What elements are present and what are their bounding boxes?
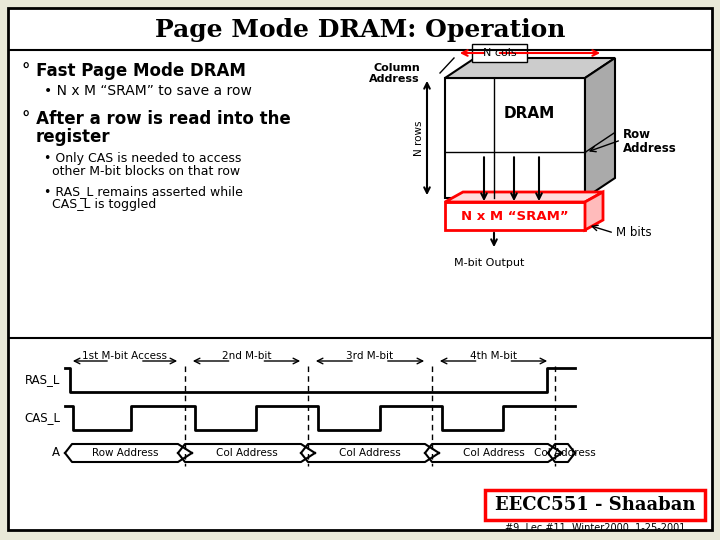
Text: Row: Row: [623, 129, 651, 141]
Text: Address: Address: [623, 141, 677, 154]
Text: N x M “SRAM”: N x M “SRAM”: [462, 210, 569, 222]
Polygon shape: [445, 78, 585, 198]
Text: register: register: [36, 128, 111, 146]
Bar: [485, 490, 705, 520]
Text: Col Address: Col Address: [215, 448, 277, 458]
Bar: [445, 202, 585, 230]
Text: CAS_L is toggled: CAS_L is toggled: [44, 198, 156, 211]
Text: Address: Address: [369, 74, 420, 84]
Polygon shape: [445, 192, 603, 202]
Text: • Only CAS is needed to access: • Only CAS is needed to access: [44, 152, 241, 165]
Text: Col Address: Col Address: [534, 448, 596, 458]
Bar: [472, 44, 527, 62]
Text: 4th M-bit: 4th M-bit: [470, 351, 517, 361]
Text: A: A: [52, 447, 60, 460]
Polygon shape: [445, 58, 615, 78]
Text: CAS_L: CAS_L: [24, 411, 60, 424]
Text: Col Address: Col Address: [463, 448, 524, 458]
Text: 3rd M-bit: 3rd M-bit: [346, 351, 394, 361]
Text: RAS_L: RAS_L: [24, 374, 60, 387]
Text: 1st M-bit Access: 1st M-bit Access: [83, 351, 168, 361]
Text: DRAM: DRAM: [503, 106, 554, 122]
Text: ° Fast Page Mode DRAM: ° Fast Page Mode DRAM: [22, 62, 246, 80]
Text: 2nd M-bit: 2nd M-bit: [222, 351, 271, 361]
Text: other M-bit blocks on that row: other M-bit blocks on that row: [44, 165, 240, 178]
Text: ° After a row is read into the: ° After a row is read into the: [22, 110, 291, 128]
Text: Column: Column: [373, 63, 420, 73]
Text: M bits: M bits: [616, 226, 652, 240]
Polygon shape: [585, 192, 603, 230]
Text: • N x M “SRAM” to save a row: • N x M “SRAM” to save a row: [44, 84, 252, 98]
Text: Row Address: Row Address: [91, 448, 158, 458]
Text: EECC551 - Shaaban: EECC551 - Shaaban: [495, 496, 696, 514]
Text: • RAS_L remains asserted while: • RAS_L remains asserted while: [44, 185, 243, 198]
Text: N rows: N rows: [414, 120, 424, 156]
Text: N cols: N cols: [482, 48, 516, 58]
Polygon shape: [585, 58, 615, 198]
Text: M-bit Output: M-bit Output: [454, 258, 524, 268]
Text: Page Mode DRAM: Operation: Page Mode DRAM: Operation: [155, 18, 565, 42]
Text: Col Address: Col Address: [339, 448, 401, 458]
Text: #9  Lec #11  Winter2000  1-25-2001: #9 Lec #11 Winter2000 1-25-2001: [505, 523, 685, 533]
